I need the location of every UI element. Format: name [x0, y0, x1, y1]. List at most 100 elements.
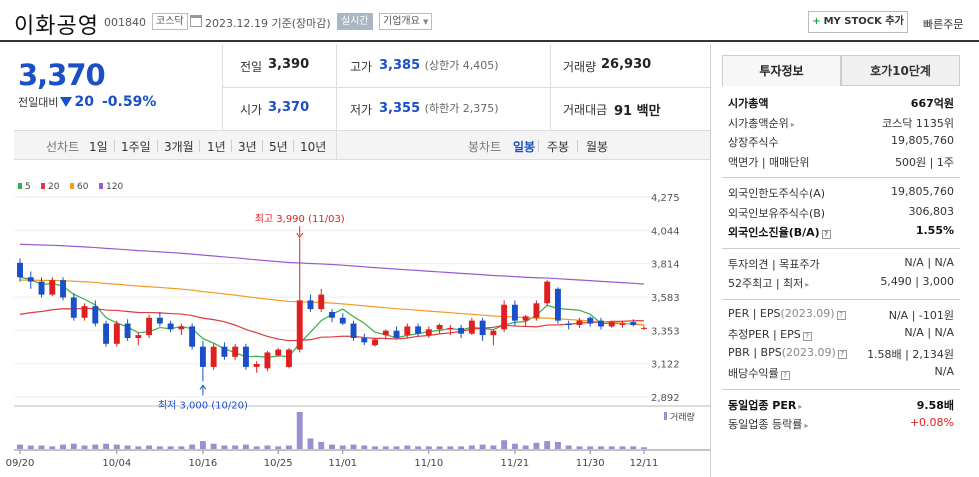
volume-bar [544, 441, 551, 449]
x-tick-label: 10/16 [188, 458, 217, 469]
help-icon[interactable]: ? [837, 349, 847, 359]
panel-divider [710, 44, 711, 477]
info-label[interactable]: 동일업종 등락률 ▸ [728, 416, 808, 432]
info-row: 상장주식수 19,805,760 [728, 134, 954, 153]
info-label-text: 시가총액순위 [728, 116, 789, 130]
amount-label: 거래대금 [563, 103, 608, 117]
candle-body [522, 316, 529, 321]
candle-body [533, 303, 540, 318]
tab-5year[interactable]: 5년 [269, 140, 288, 154]
info-label-text: 상장주식수 [728, 136, 779, 149]
candle-body [587, 317, 594, 324]
company-info-dropdown[interactable]: 기업개요 ▼ [379, 13, 433, 30]
info-label-text: 52주최고 | 최저 [728, 277, 804, 290]
info-value: 19,805,760 [891, 185, 954, 198]
volume-bar [156, 446, 163, 449]
candle-body [242, 346, 249, 367]
low-value: 3,355 (하한가 2,375) [379, 100, 499, 116]
candle-body [60, 280, 66, 298]
volume-bar [189, 444, 196, 449]
help-icon[interactable]: ? [780, 371, 790, 380]
candle-body [544, 281, 551, 304]
help-icon[interactable]: ? [821, 230, 831, 239]
volume-bar [619, 446, 626, 449]
candle-body [350, 323, 357, 338]
panel-section-divider [722, 177, 960, 178]
volume-bar [210, 443, 217, 449]
info-label-text: PER | EPS [728, 306, 781, 320]
date-basis: 2023.12.19 기준(장마감) [205, 15, 331, 31]
volume-bar [135, 446, 142, 449]
info-value: +0.08% [909, 416, 954, 429]
realtime-button[interactable]: 실시간 [337, 13, 373, 30]
volume-bar [92, 444, 99, 449]
high-price: 3,385 [379, 58, 421, 73]
quick-order-link[interactable]: 빠른주문 [923, 18, 964, 31]
add-mystock-button[interactable]: + MY STOCK 추가 [808, 11, 908, 33]
info-value: 코스닥 1135위 [882, 116, 954, 130]
candle-body [49, 280, 56, 295]
tab-1week[interactable]: 1주일 [121, 140, 151, 154]
prev-value: 3,390 [268, 57, 310, 72]
volume-bar [436, 446, 443, 449]
info-label: 액면가 | 매매단위 [728, 154, 810, 170]
price-chart[interactable]: 5 20 60 120 4,275 4,044 3,814 3,583 3,353 3,122 2,… [0, 170, 710, 477]
info-row: 액면가 | 매매단위 500원 | 1주 [728, 154, 954, 173]
tab-1day[interactable]: 1일 [89, 140, 108, 154]
x-tick-label: 11/10 [414, 458, 443, 469]
tab-1year[interactable]: 1년 [207, 140, 226, 154]
help-icon[interactable]: ? [802, 332, 812, 341]
tab-separator [199, 140, 200, 152]
tab-daily[interactable]: 일봉 [513, 140, 536, 154]
panel-section-divider [722, 298, 960, 300]
candle-body [253, 364, 260, 367]
tab-separator [538, 140, 539, 152]
info-label-text: 배당수익률 [728, 367, 779, 380]
amount-unit: 백만 [636, 104, 661, 119]
legend-swatch [18, 183, 22, 189]
info-value: 9.58배 [916, 398, 954, 412]
y-tick-label: 2,892 [651, 393, 680, 404]
candle-body [286, 349, 292, 367]
candle-body [511, 304, 518, 321]
info-label: 외국인소진율(B/A)? [728, 224, 831, 240]
tab-separator [231, 140, 232, 152]
low-arrow [199, 384, 207, 390]
info-value: 19,805,760 [891, 134, 954, 147]
info-label[interactable]: 시가총액순위 ▸ [728, 115, 795, 131]
tab-monthly[interactable]: 월봉 [586, 140, 609, 154]
info-row: 투자의견 | 목표주가 N/A | N/A [728, 256, 954, 275]
volume-label: 거래량 [670, 411, 695, 423]
info-value: N/A | N/A [904, 326, 954, 339]
tab-order-book[interactable]: 호가10단계 [841, 55, 960, 86]
volume-bar [393, 446, 400, 449]
candle-body [501, 304, 508, 330]
info-row: PER | EPS(2023.09)? N/A | -101원 [728, 307, 954, 326]
stock-name: 이화공영 [14, 14, 99, 39]
volume-bar [124, 445, 131, 449]
info-label[interactable]: 52주최고 | 최저 ▸ [728, 275, 809, 291]
volume-bar [350, 444, 357, 449]
info-label-text: 외국인보유주식수(B) [728, 206, 826, 220]
info-label-text: 외국인소진율(B/A) [728, 226, 820, 239]
chevron-right-icon: ▸ [805, 280, 810, 289]
volume-bar [27, 445, 34, 449]
tab-investment-info[interactable]: 투자정보 [722, 55, 841, 86]
high-label: 고가 [350, 60, 373, 74]
candle-body [232, 346, 239, 357]
candle-body [641, 327, 647, 329]
tab-3year[interactable]: 3년 [238, 140, 257, 154]
info-label[interactable]: 동일업종 PER ▸ [728, 397, 802, 413]
candle-body [167, 323, 174, 330]
volume-bar [329, 444, 335, 449]
tab-3month[interactable]: 3개월 [164, 140, 194, 154]
candle-body [436, 324, 443, 330]
info-value: 1.58배 | 2,134원 [867, 347, 954, 361]
info-value: N/A | N/A [904, 255, 954, 269]
help-icon[interactable]: ? [836, 310, 846, 320]
change-label: 전일대비 [18, 96, 59, 109]
candle-body [70, 297, 77, 318]
tab-weekly[interactable]: 주봉 [547, 140, 570, 154]
tab-10year[interactable]: 10년 [300, 140, 327, 154]
current-price: 3,370 [18, 58, 106, 92]
